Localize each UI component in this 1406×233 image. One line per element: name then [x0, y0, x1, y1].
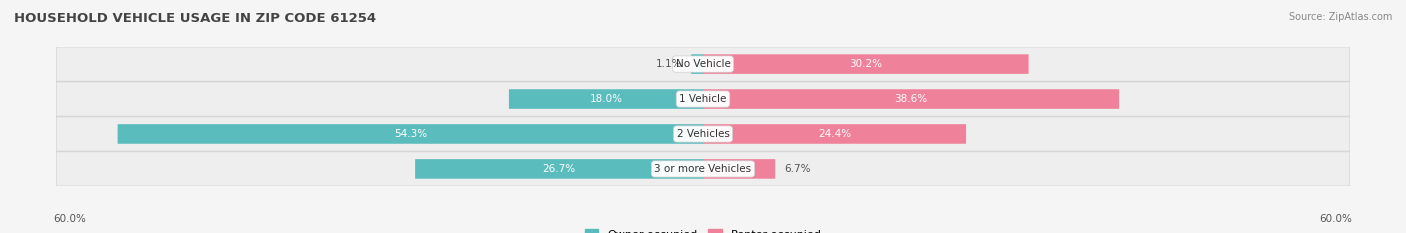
Text: 1 Vehicle: 1 Vehicle — [679, 94, 727, 104]
Text: 54.3%: 54.3% — [394, 129, 427, 139]
Text: No Vehicle: No Vehicle — [675, 59, 731, 69]
Text: HOUSEHOLD VEHICLE USAGE IN ZIP CODE 61254: HOUSEHOLD VEHICLE USAGE IN ZIP CODE 6125… — [14, 12, 377, 25]
FancyBboxPatch shape — [415, 159, 703, 179]
FancyBboxPatch shape — [56, 47, 1350, 81]
FancyBboxPatch shape — [703, 159, 775, 179]
FancyBboxPatch shape — [703, 89, 1119, 109]
FancyBboxPatch shape — [703, 124, 966, 144]
FancyBboxPatch shape — [692, 54, 703, 74]
FancyBboxPatch shape — [509, 89, 703, 109]
Text: 24.4%: 24.4% — [818, 129, 851, 139]
Text: 18.0%: 18.0% — [589, 94, 623, 104]
Text: Source: ZipAtlas.com: Source: ZipAtlas.com — [1288, 12, 1392, 22]
FancyBboxPatch shape — [56, 152, 1350, 186]
Text: 30.2%: 30.2% — [849, 59, 883, 69]
Text: 38.6%: 38.6% — [894, 94, 928, 104]
Text: 60.0%: 60.0% — [1320, 214, 1353, 224]
FancyBboxPatch shape — [118, 124, 703, 144]
Text: 6.7%: 6.7% — [785, 164, 810, 174]
Legend: Owner-occupied, Renter-occupied: Owner-occupied, Renter-occupied — [585, 229, 821, 233]
FancyBboxPatch shape — [56, 117, 1350, 151]
Text: 2 Vehicles: 2 Vehicles — [676, 129, 730, 139]
FancyBboxPatch shape — [56, 82, 1350, 116]
Text: 26.7%: 26.7% — [543, 164, 575, 174]
Text: 3 or more Vehicles: 3 or more Vehicles — [654, 164, 752, 174]
Text: 60.0%: 60.0% — [53, 214, 86, 224]
Text: 1.1%: 1.1% — [657, 59, 682, 69]
FancyBboxPatch shape — [703, 54, 1029, 74]
